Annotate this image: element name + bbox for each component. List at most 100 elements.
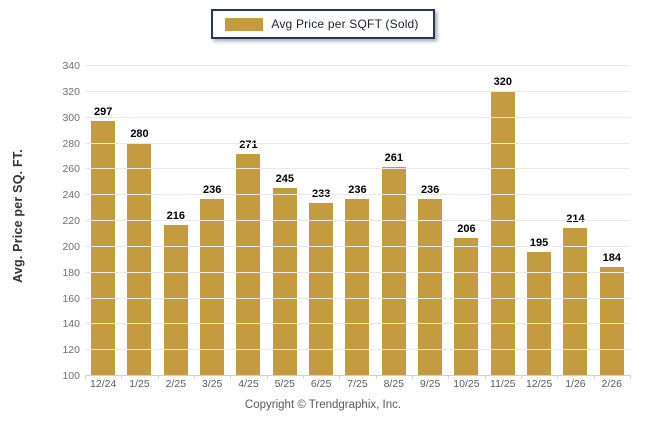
- gridline: [85, 194, 630, 196]
- gridline: [85, 375, 630, 376]
- bar: [345, 199, 370, 375]
- bar-slot: 236: [412, 65, 448, 375]
- bar-value-label: 280: [130, 127, 149, 140]
- y-tick-label: 280: [62, 137, 80, 150]
- x-axis-label: 10/25: [453, 378, 480, 390]
- x-axis-tick: [121, 375, 123, 379]
- x-axis-label: 1/25: [129, 378, 150, 390]
- bar-slot: 320: [485, 65, 521, 375]
- bar: [127, 142, 152, 375]
- y-axis-title: Avg. Price per SQ. FT.: [11, 149, 25, 283]
- gridline: [85, 349, 630, 351]
- y-tick-label: 200: [62, 240, 80, 253]
- bar-slot: 236: [339, 65, 375, 375]
- gridline: [85, 168, 630, 170]
- bar-value-label: 320: [493, 75, 512, 88]
- bar: [527, 252, 552, 375]
- gridline: [85, 65, 630, 66]
- x-axis-label: 11/25: [490, 378, 516, 390]
- x-axis-label: 8/25: [383, 378, 404, 390]
- gridline: [85, 142, 630, 144]
- bar: [490, 90, 515, 375]
- bar-slot: 261: [376, 65, 412, 375]
- bar-value-label: 236: [348, 184, 367, 197]
- x-axis-label: 6/25: [310, 378, 332, 390]
- legend-box: Avg Price per SQFT (Sold): [211, 9, 435, 39]
- bar: [418, 199, 443, 375]
- bar-value-label: 214: [566, 212, 585, 225]
- x-axis-tick: [484, 375, 486, 379]
- x-axis-label: 12/25: [525, 378, 553, 390]
- legend-label: Avg Price per SQFT (Sold): [271, 17, 419, 31]
- gridline: [85, 220, 630, 221]
- bar-slot: 297: [85, 65, 121, 375]
- bar: [163, 225, 188, 375]
- y-tick-label: 100: [62, 370, 80, 382]
- bar-slot: 236: [194, 65, 230, 375]
- bar: [599, 266, 624, 375]
- x-axis-tick: [230, 375, 232, 379]
- bar-slot: 206: [448, 65, 484, 375]
- x-axis-label: 4/25: [238, 378, 259, 390]
- bar: [272, 187, 297, 375]
- x-axis-labels: 12/24 1/25 2/25 3/25 4/25 5/25 6/25 7/25 8/25 9/2…: [85, 378, 630, 390]
- x-axis-tick: [194, 375, 195, 379]
- bar-slot: 280: [121, 65, 157, 375]
- bar-value-label: 245: [275, 172, 294, 185]
- x-axis-tick: [303, 375, 304, 379]
- bar: [381, 167, 406, 375]
- bar: [200, 199, 225, 375]
- legend: Avg Price per SQFT (Sold): [0, 9, 646, 39]
- x-axis-tick: [630, 375, 631, 379]
- bar-value-label: 216: [166, 210, 185, 223]
- x-axis-label: 2/26: [601, 378, 622, 390]
- y-tick-label: 140: [62, 318, 80, 331]
- x-axis-tick: [593, 375, 595, 379]
- x-axis-tick: [157, 375, 159, 379]
- y-tick-label: 340: [62, 60, 80, 72]
- y-tick-label: 240: [62, 189, 80, 202]
- bar: [454, 238, 479, 375]
- y-tick-label: 260: [62, 163, 80, 176]
- bar-value-label: 261: [384, 152, 403, 165]
- bar-slot: 245: [267, 65, 303, 375]
- bar-slot: 233: [303, 65, 339, 375]
- bar-value-label: 184: [602, 251, 621, 264]
- y-tick-label: 320: [62, 85, 80, 98]
- x-axis-tick: [375, 375, 377, 379]
- bar-slot: 271: [230, 65, 266, 375]
- x-axis-tick: [521, 375, 522, 379]
- bar-slot: 184: [594, 65, 630, 375]
- bar-value-label: 195: [529, 237, 549, 250]
- x-axis-label: 5/25: [274, 378, 296, 390]
- bar: [236, 154, 261, 375]
- x-axis-tick: [339, 375, 341, 379]
- x-axis-label: 3/25: [201, 378, 223, 390]
- copyright-text: Copyright © Trendgraphix, Inc.: [244, 399, 402, 411]
- bar: [91, 120, 116, 375]
- x-axis-label: 2/25: [165, 378, 187, 390]
- bar: [309, 203, 334, 375]
- gridline: [85, 90, 630, 92]
- x-axis-tick: [85, 375, 86, 379]
- x-axis-tick: [448, 375, 450, 379]
- bar-value-label: 236: [202, 184, 222, 197]
- y-tick-label: 180: [62, 266, 80, 279]
- y-tick-label: 300: [62, 111, 80, 124]
- gridline: [85, 116, 630, 118]
- x-axis-label: 9/25: [419, 378, 441, 390]
- gridline: [85, 323, 630, 325]
- x-axis-label: 1/26: [565, 378, 586, 390]
- legend-swatch-icon: [225, 17, 264, 31]
- x-axis-label: 7/25: [347, 378, 368, 390]
- bar-value-label: 236: [420, 184, 440, 197]
- y-tick-label: 220: [62, 215, 80, 227]
- bar-slot: 195: [521, 65, 557, 375]
- gridline: [85, 271, 630, 273]
- x-axis-tick: [266, 375, 268, 379]
- y-tick-label: 120: [62, 344, 80, 357]
- bar: [563, 227, 588, 375]
- gridline: [85, 297, 630, 299]
- x-axis-tick: [557, 375, 559, 379]
